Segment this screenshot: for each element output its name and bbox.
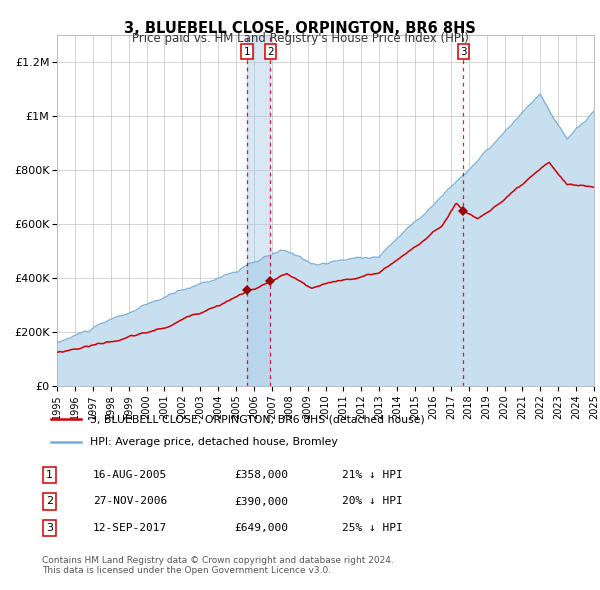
Text: £358,000: £358,000 <box>234 470 288 480</box>
Text: 16-AUG-2005: 16-AUG-2005 <box>93 470 167 480</box>
Text: 2: 2 <box>46 497 53 506</box>
Text: 3: 3 <box>46 523 53 533</box>
Text: £649,000: £649,000 <box>234 523 288 533</box>
Text: 21% ↓ HPI: 21% ↓ HPI <box>342 470 403 480</box>
Text: Contains HM Land Registry data © Crown copyright and database right 2024.
This d: Contains HM Land Registry data © Crown c… <box>42 556 394 575</box>
Text: 20% ↓ HPI: 20% ↓ HPI <box>342 497 403 506</box>
Text: 3, BLUEBELL CLOSE, ORPINGTON, BR6 8HS (detached house): 3, BLUEBELL CLOSE, ORPINGTON, BR6 8HS (d… <box>89 414 424 424</box>
Text: 3: 3 <box>460 47 467 57</box>
Bar <box>247 35 270 386</box>
Text: 2: 2 <box>267 47 274 57</box>
Text: Price paid vs. HM Land Registry's House Price Index (HPI): Price paid vs. HM Land Registry's House … <box>131 32 469 45</box>
Text: 1: 1 <box>46 470 53 480</box>
Text: 12-SEP-2017: 12-SEP-2017 <box>93 523 167 533</box>
Text: £390,000: £390,000 <box>234 497 288 506</box>
Text: 25% ↓ HPI: 25% ↓ HPI <box>342 523 403 533</box>
Text: 1: 1 <box>244 47 250 57</box>
Text: 27-NOV-2006: 27-NOV-2006 <box>93 497 167 506</box>
Text: HPI: Average price, detached house, Bromley: HPI: Average price, detached house, Brom… <box>89 437 337 447</box>
Text: 3, BLUEBELL CLOSE, ORPINGTON, BR6 8HS: 3, BLUEBELL CLOSE, ORPINGTON, BR6 8HS <box>124 21 476 35</box>
